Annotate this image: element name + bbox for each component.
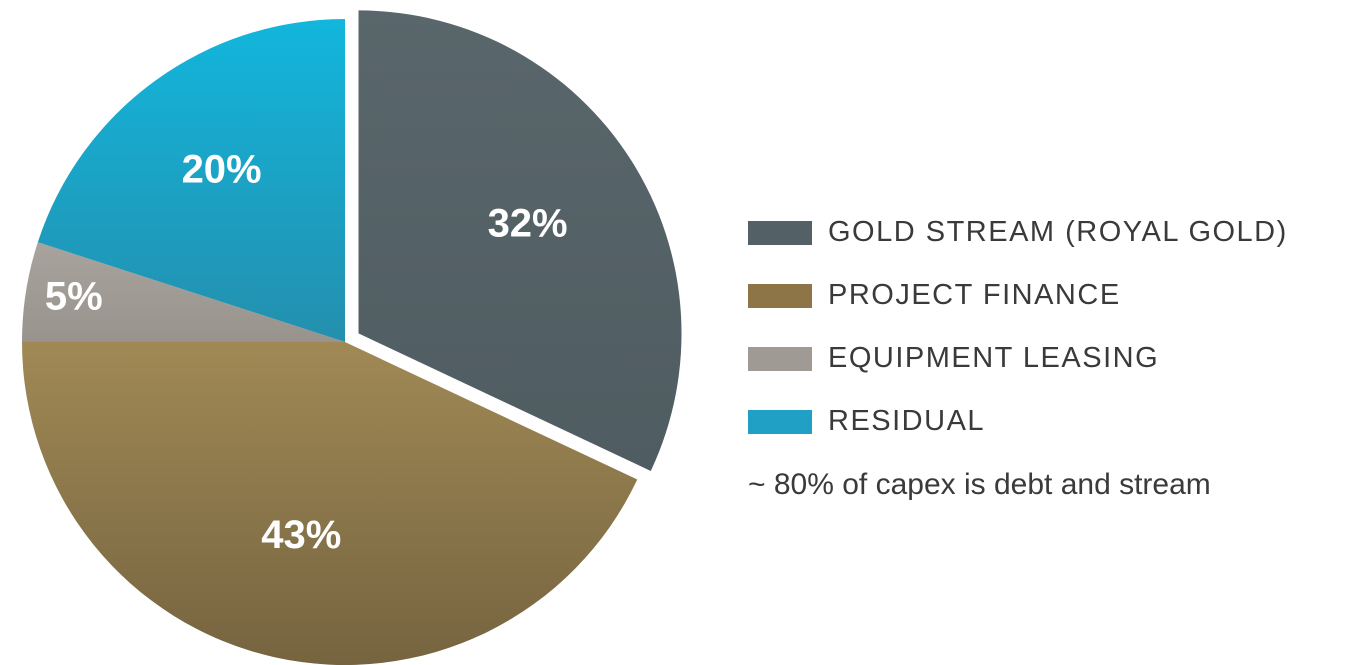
legend-label: PROJECT FINANCE bbox=[828, 279, 1121, 311]
slice-value-label: 5% bbox=[45, 275, 103, 319]
slice-value-label: 32% bbox=[488, 202, 568, 246]
legend-label: EQUIPMENT LEASING bbox=[828, 342, 1160, 374]
pie-slice-gold-stream-royal-gold bbox=[358, 10, 682, 471]
legend-item-project-finance: PROJECT FINANCE bbox=[748, 264, 1348, 327]
chart-annotation: ~ 80% of capex is debt and stream bbox=[748, 468, 1211, 501]
legend-label: GOLD STREAM (ROYAL GOLD) bbox=[828, 216, 1288, 248]
legend-swatch bbox=[748, 283, 812, 308]
pie-slice-project-finance bbox=[22, 342, 638, 665]
chart-legend: GOLD STREAM (ROYAL GOLD) PROJECT FINANCE… bbox=[748, 201, 1348, 453]
slice-value-label: 20% bbox=[182, 148, 262, 192]
pie-chart: 32% 43% 5% 20% bbox=[22, 10, 682, 665]
pie-slice-equipment-leasing bbox=[22, 242, 345, 342]
pie-slice-residual bbox=[37, 19, 345, 342]
legend-item-residual: RESIDUAL bbox=[748, 390, 1348, 453]
legend-item-equipment-leasing: EQUIPMENT LEASING bbox=[748, 327, 1348, 390]
legend-swatch bbox=[748, 346, 812, 371]
legend-swatch bbox=[748, 220, 812, 245]
legend-swatch bbox=[748, 409, 812, 434]
slice-value-label: 43% bbox=[261, 513, 341, 557]
legend-label: RESIDUAL bbox=[828, 405, 986, 437]
legend-item-gold-stream: GOLD STREAM (ROYAL GOLD) bbox=[748, 201, 1348, 264]
